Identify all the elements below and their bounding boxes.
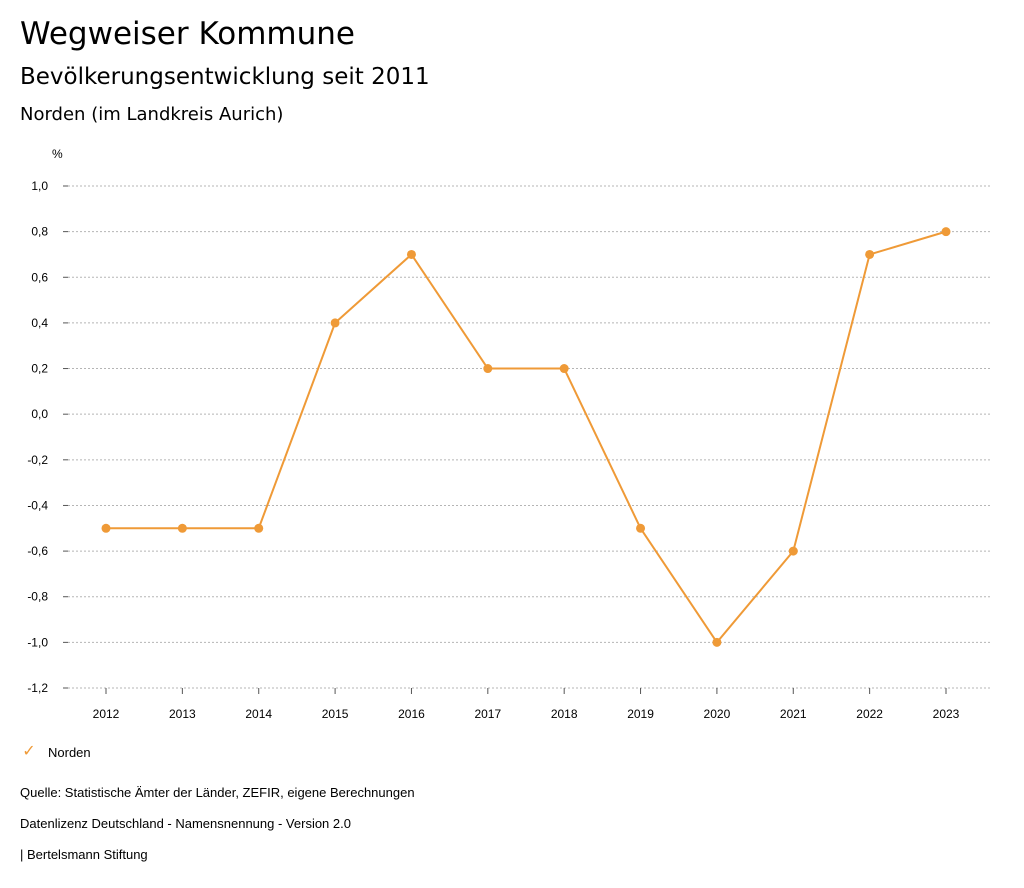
x-tick-label: 2020 bbox=[704, 707, 731, 721]
y-tick-label: -1,2 bbox=[27, 681, 48, 695]
page-subtitle: Bevölkerungsentwicklung seit 2011 bbox=[20, 64, 430, 90]
y-axis-unit: % bbox=[52, 147, 63, 161]
x-tick-label: 2015 bbox=[322, 707, 349, 721]
data-point bbox=[941, 227, 951, 237]
y-tick-label: 0,4 bbox=[31, 316, 48, 330]
x-tick-label: 2017 bbox=[474, 707, 501, 721]
data-point bbox=[406, 249, 416, 259]
data-point bbox=[559, 364, 569, 374]
y-tick-label: -0,4 bbox=[27, 498, 48, 512]
x-tick-label: 2021 bbox=[780, 707, 807, 721]
y-tick-label: 1,0 bbox=[31, 179, 48, 193]
x-tick-label: 2013 bbox=[169, 707, 196, 721]
x-tick-label: 2018 bbox=[551, 707, 578, 721]
x-tick-label: 2016 bbox=[398, 707, 425, 721]
data-point bbox=[865, 249, 875, 259]
x-tick-label: 2023 bbox=[933, 707, 960, 721]
y-tick-label: -0,8 bbox=[27, 590, 48, 604]
y-tick-label: 0,0 bbox=[31, 407, 48, 421]
x-tick-label: 2022 bbox=[856, 707, 883, 721]
data-point bbox=[177, 523, 187, 533]
data-point bbox=[636, 523, 646, 533]
y-tick-label: -0,6 bbox=[27, 544, 48, 558]
y-tick-label: -0,2 bbox=[27, 453, 48, 467]
data-point bbox=[483, 364, 493, 374]
source-note: Quelle: Statistische Ämter der Länder, Z… bbox=[20, 785, 415, 800]
publisher-note: | Bertelsmann Stiftung bbox=[20, 847, 148, 862]
y-tick-label: 0,6 bbox=[31, 270, 48, 284]
legend-label-norden: Norden bbox=[48, 744, 91, 760]
x-tick-label: 2014 bbox=[245, 707, 272, 721]
page-title: Wegweiser Kommune bbox=[20, 16, 355, 52]
grid-lines bbox=[68, 185, 990, 689]
axes: % 1,0 0,8 0,6 0,4 0,2 0,0 -0,2 -0,4 -0,6 -0,8 -1,0 -… bbox=[27, 147, 959, 721]
data-point bbox=[254, 523, 264, 533]
region-label: Norden (im Landkreis Aurich) bbox=[20, 104, 284, 125]
license-note: Datenlizenz Deutschland - Namensnennung … bbox=[20, 816, 351, 831]
x-tick-label: 2012 bbox=[93, 707, 120, 721]
legend[interactable]: ✓ Norden bbox=[20, 743, 91, 760]
data-point bbox=[330, 318, 340, 328]
y-tick-label: -1,0 bbox=[27, 635, 48, 649]
series-layer bbox=[101, 227, 951, 647]
data-point bbox=[712, 637, 722, 647]
data-point bbox=[788, 546, 798, 556]
series-line-norden bbox=[106, 230, 947, 644]
y-tick-label: 0,2 bbox=[31, 362, 48, 376]
line-chart: % 1,0 0,8 0,6 0,4 0,2 0,0 -0,2 -0,4 -0,6 -0,8 -1,0 -… bbox=[27, 147, 990, 721]
x-tick-label: 2019 bbox=[627, 707, 654, 721]
check-icon: ✓ bbox=[22, 743, 36, 760]
y-tick-label: 0,8 bbox=[31, 225, 48, 239]
data-point bbox=[101, 523, 111, 533]
